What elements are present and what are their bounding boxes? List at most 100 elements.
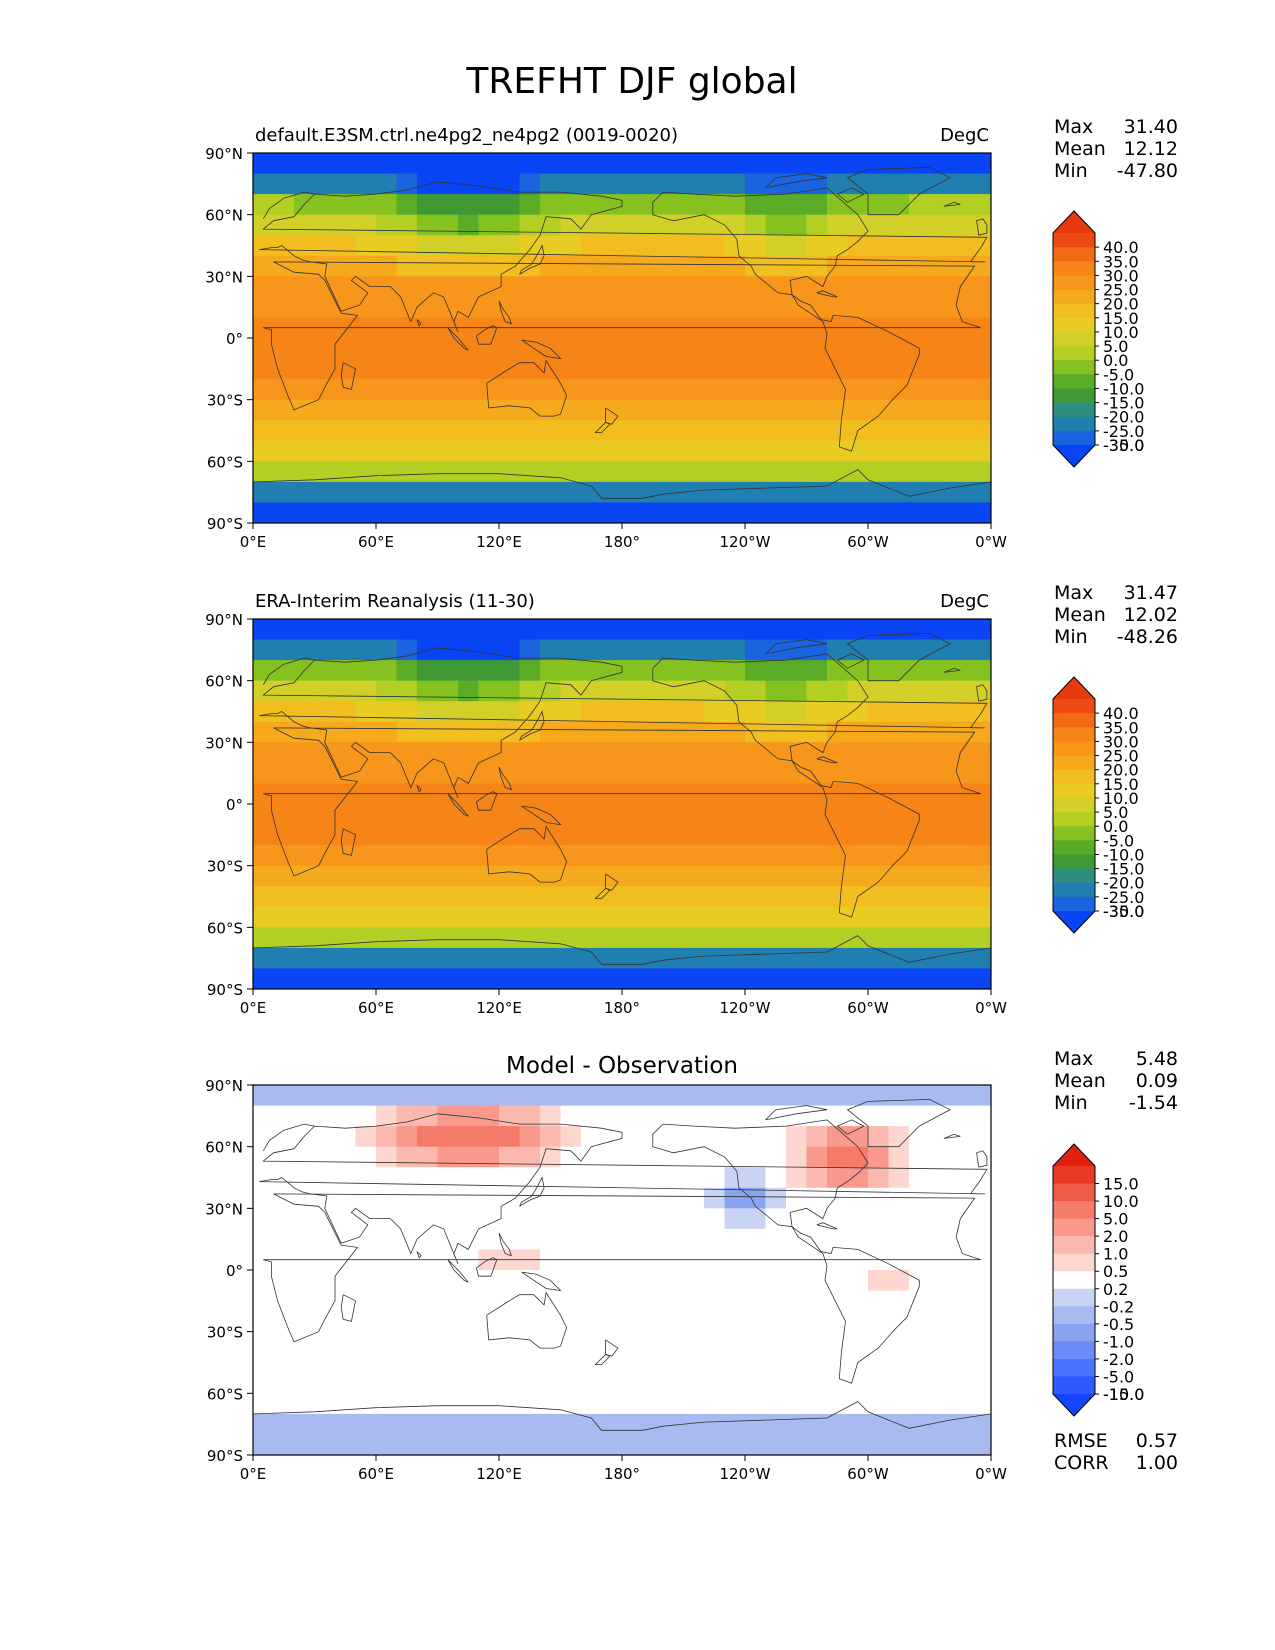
map-cell bbox=[786, 399, 808, 421]
map-cell bbox=[437, 1187, 459, 1209]
colorbar-label: -30.0 bbox=[1103, 902, 1144, 921]
map-cell bbox=[417, 194, 439, 216]
map-cell bbox=[683, 701, 705, 723]
map-cell bbox=[519, 1331, 541, 1353]
map-cell bbox=[909, 1208, 931, 1230]
map-cell bbox=[417, 845, 439, 867]
map-cell bbox=[950, 173, 972, 195]
map-cell bbox=[294, 1393, 316, 1415]
map-cell bbox=[765, 420, 787, 442]
map-cell bbox=[417, 153, 439, 175]
map-cell bbox=[642, 1146, 664, 1168]
map-cell bbox=[540, 721, 562, 743]
map-cell bbox=[437, 1208, 459, 1230]
map-cell bbox=[294, 1085, 316, 1107]
map-cell bbox=[806, 1105, 828, 1127]
colorbar-label: -10.0 bbox=[1103, 1385, 1144, 1404]
map-cell bbox=[724, 906, 746, 928]
map-cell bbox=[683, 968, 705, 989]
map-cell bbox=[724, 1146, 746, 1168]
map-cell bbox=[745, 865, 767, 887]
map-cell bbox=[642, 619, 664, 641]
map-cell bbox=[581, 762, 603, 785]
map-cell bbox=[765, 639, 787, 661]
map-cell bbox=[458, 680, 480, 702]
map-cell bbox=[929, 1208, 951, 1230]
map-cell bbox=[519, 619, 541, 641]
map-cell bbox=[273, 927, 295, 949]
units-label: DegC bbox=[940, 591, 989, 612]
map-cell bbox=[417, 968, 439, 989]
map-cell bbox=[806, 1413, 828, 1436]
map-cell bbox=[888, 440, 910, 462]
map-cell bbox=[847, 399, 869, 421]
map-cell bbox=[888, 1085, 910, 1107]
map-cell bbox=[950, 824, 972, 846]
map-cell bbox=[622, 804, 644, 826]
map-cell bbox=[950, 461, 972, 483]
map-cell bbox=[335, 1105, 357, 1127]
map-cell bbox=[335, 1372, 357, 1394]
map-cell bbox=[355, 194, 377, 216]
map-cell bbox=[827, 481, 849, 504]
map-cell bbox=[663, 461, 685, 483]
map-cell bbox=[724, 502, 746, 523]
map-cell bbox=[765, 481, 787, 504]
map-cell bbox=[724, 804, 746, 826]
map-cell bbox=[888, 1311, 910, 1333]
map-cell bbox=[417, 947, 439, 970]
map-cell bbox=[888, 1331, 910, 1353]
map-cell bbox=[847, 721, 869, 743]
map-cell bbox=[622, 399, 644, 421]
map-cell bbox=[847, 296, 869, 319]
map-cell bbox=[314, 701, 336, 723]
map-cell bbox=[417, 762, 439, 785]
map-cell bbox=[396, 1311, 418, 1333]
map-cell bbox=[663, 214, 685, 236]
map-plot: 90°N60°N30°N0°30°S60°S90°S0°E 60°E 120°E 18… bbox=[205, 1077, 1007, 1483]
map-cell bbox=[294, 762, 316, 785]
map-cell bbox=[376, 1290, 398, 1312]
map-cell bbox=[786, 1146, 808, 1168]
map-cell bbox=[253, 1372, 275, 1394]
map-cell bbox=[704, 173, 726, 195]
map-cell bbox=[806, 1146, 828, 1168]
lon-tick-label: 60°W bbox=[847, 999, 889, 1017]
map-cell bbox=[560, 1372, 582, 1394]
map-cell bbox=[970, 214, 991, 236]
map-cell bbox=[335, 1126, 357, 1148]
map-cell bbox=[724, 1311, 746, 1333]
map-cell bbox=[847, 1146, 869, 1168]
map-cell bbox=[683, 358, 705, 380]
lon-tick-label: 0°W bbox=[975, 1465, 1007, 1483]
map-cell bbox=[745, 1372, 767, 1394]
map-cell bbox=[704, 153, 726, 175]
map-cell bbox=[376, 947, 398, 970]
map-cell bbox=[888, 1372, 910, 1394]
map-cell bbox=[765, 1352, 787, 1374]
map-cell bbox=[622, 1187, 644, 1209]
map-cell bbox=[868, 358, 890, 380]
map-cell bbox=[458, 420, 480, 442]
map-cell bbox=[806, 927, 828, 949]
map-cell bbox=[314, 1167, 336, 1189]
map-cell bbox=[355, 1208, 377, 1230]
map-cell bbox=[888, 379, 910, 401]
map-cell bbox=[683, 865, 705, 887]
map-cell bbox=[437, 502, 459, 523]
map-cell bbox=[601, 173, 623, 195]
map-cell bbox=[355, 502, 377, 523]
map-cell bbox=[355, 481, 377, 504]
map-cell bbox=[970, 824, 991, 846]
map-cell bbox=[663, 338, 685, 360]
map-cell bbox=[458, 440, 480, 462]
map-cell bbox=[396, 845, 418, 867]
map-cell bbox=[909, 701, 931, 723]
map-cell bbox=[970, 721, 991, 743]
map-cell bbox=[376, 1187, 398, 1209]
map-cell bbox=[560, 947, 582, 970]
map-cell bbox=[786, 1085, 808, 1107]
map-cell bbox=[519, 1085, 541, 1107]
map-cell bbox=[519, 968, 541, 989]
map-cell bbox=[765, 1434, 787, 1455]
